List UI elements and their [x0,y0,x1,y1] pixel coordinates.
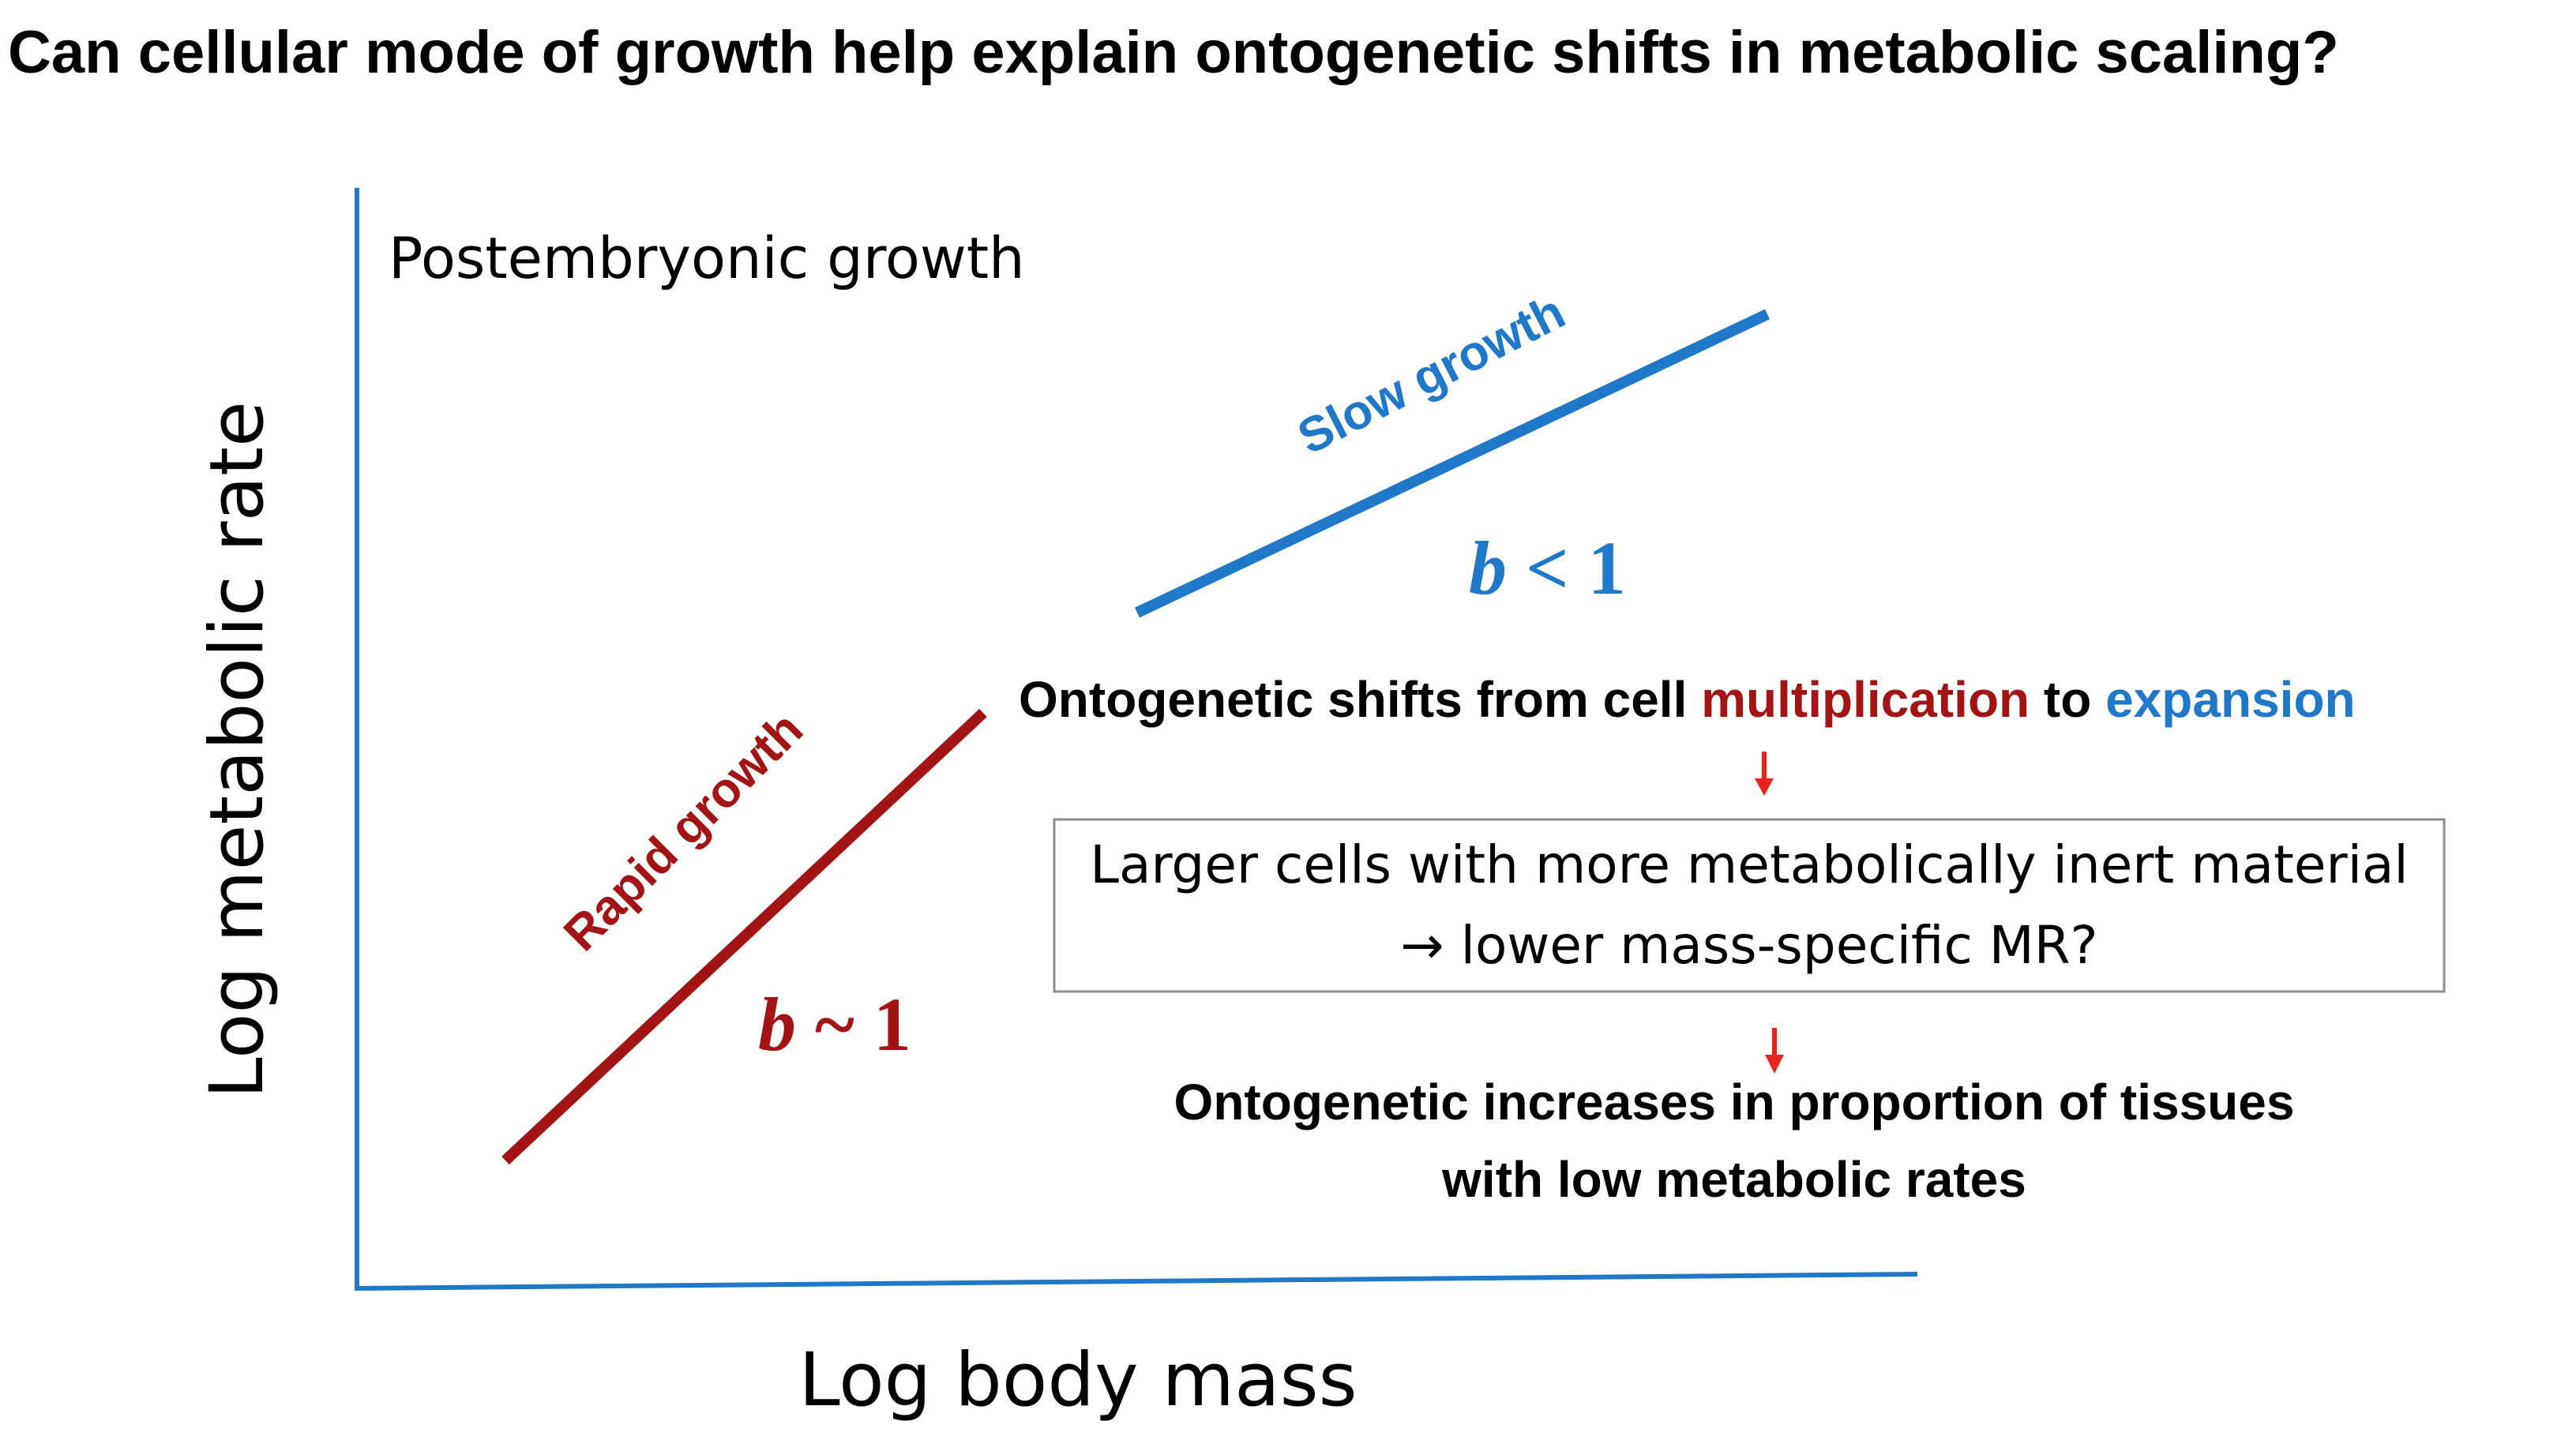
box-line-1: Larger cells with more metabolically ine… [1090,834,2409,895]
rapid-exponent-variable: b [758,982,796,1067]
down-arrow-icon [1765,1028,1784,1074]
shift-expansion: expansion [2105,671,2356,728]
rapid-growth-exponent: b ~ 1 [758,982,911,1067]
slow-growth-label: Slow growth [1290,284,1574,465]
slow-exponent-variable: b [1469,526,1507,610]
rapid-exponent-relation: ~ 1 [796,982,911,1067]
slow-exponent-relation: < 1 [1507,526,1626,610]
rapid-growth-label: Rapid growth [554,702,813,962]
increase-line-1: Ontogenetic increases in proportion of t… [1174,1074,2295,1130]
hypothesis-box [1053,818,2446,993]
y-axis-label: Log metabolic rate [194,401,280,1099]
slow-growth-line [1135,309,1770,618]
box-line-2: → lower mass-specific MR? [1400,915,2097,976]
page-title: Can cellular mode of growth help explain… [8,19,2339,86]
shift-prefix: Ontogenetic shifts from cell [1019,671,1701,728]
shift-multiplication: multiplication [1701,671,2030,728]
slow-growth-exponent: b < 1 [1469,526,1626,610]
x-axis-label: Log body mass [798,1337,1357,1423]
chart-title: Postembryonic growth [389,225,1025,291]
rapid-growth-line [501,708,987,1165]
shift-to: to [2030,671,2105,728]
x-axis [354,1272,1918,1291]
down-arrow-icon [1755,752,1774,796]
shift-statement: Ontogenetic shifts from cell multiplicat… [1019,671,2356,728]
increase-line-2: with low metabolic rates [1441,1151,2026,1208]
